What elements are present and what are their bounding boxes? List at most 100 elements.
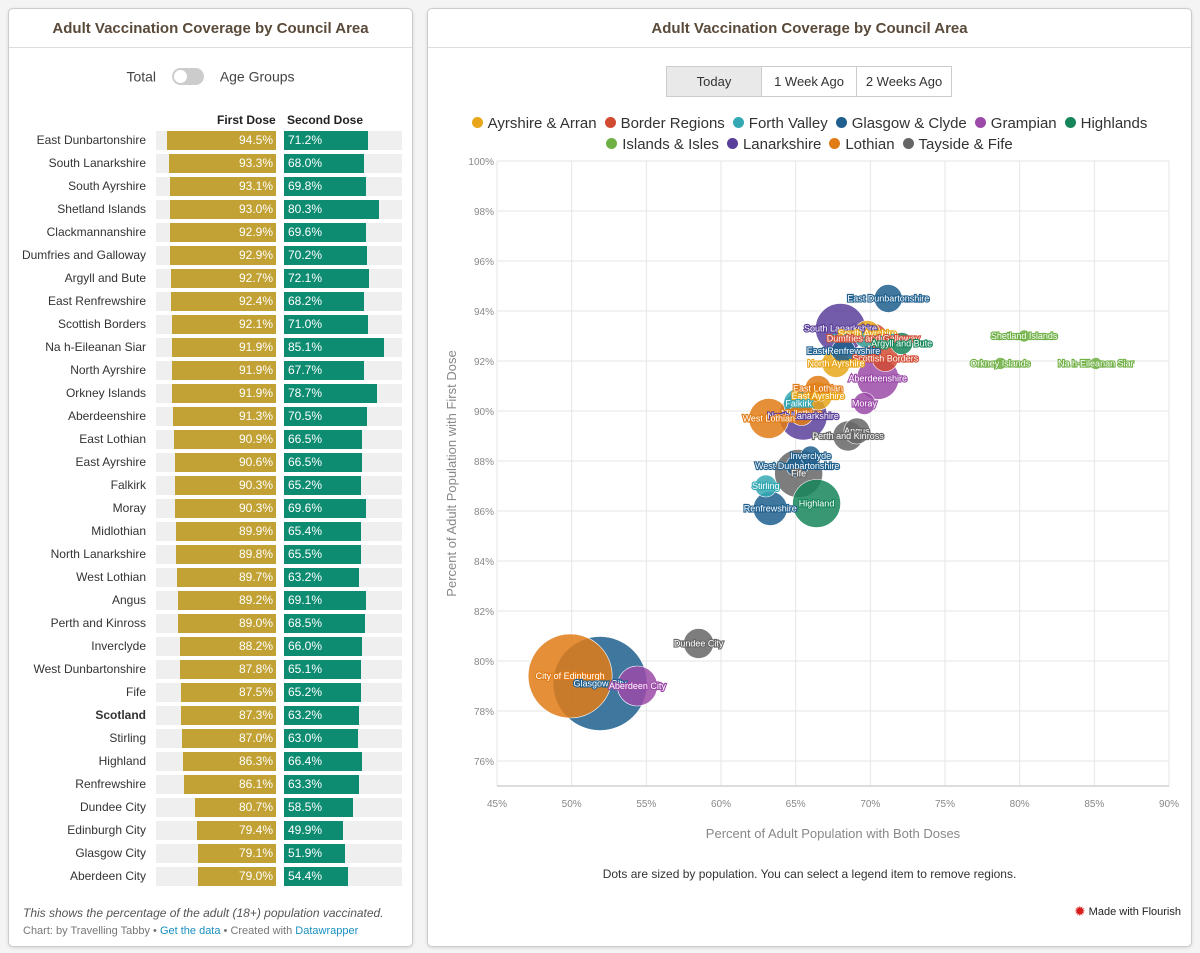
x-tick-label: 50% [562, 799, 582, 810]
second-dose-header: Second Dose [287, 113, 364, 127]
bar-row: Stirling 87.0% 63.0% [9, 727, 412, 750]
credit-mid: • Created with [220, 925, 296, 937]
row-label: Clackmannanshire [46, 225, 146, 239]
second-dose-bar [284, 683, 361, 702]
first-dose-value: 91.9% [238, 386, 273, 400]
point-label: Orkney Islands [970, 359, 1031, 369]
second-dose-value: 66.0% [288, 639, 323, 653]
row-label: Inverclyde [91, 639, 146, 653]
point-label: Na h-Eileanan Siar [1058, 359, 1134, 369]
bar-row: Highland 86.3% 66.4% [9, 750, 412, 773]
y-tick-label: 82% [474, 607, 494, 618]
first-dose-bar [197, 821, 276, 840]
legend-label: Highlands [1080, 115, 1148, 132]
scatter-plot: 45% 50% 55% 60% 65% 70% 75% 80% 85% 90% 76% 78% 80% 8… [444, 157, 1179, 841]
second-dose-bar [284, 729, 359, 748]
bar-row: North Ayrshire 91.9% 67.7% [9, 359, 412, 382]
row-label: Fife [125, 685, 146, 699]
first-dose-value: 92.7% [238, 271, 273, 285]
bar-row: Falkirk 90.3% 65.2% [9, 474, 412, 497]
data-point [527, 633, 613, 719]
bar-row: Na h-Eileanan Siar 91.9% 85.1% [9, 336, 412, 359]
legend-item[interactable]: Lanarkshire [726, 136, 822, 153]
second-dose-bar [284, 407, 368, 426]
x-tick-label: 75% [935, 799, 955, 810]
first-dose-value: 87.5% [238, 685, 273, 699]
second-dose-value: 66.4% [288, 754, 323, 768]
row-label: Aberdeenshire [67, 409, 146, 423]
first-dose-value: 86.1% [238, 777, 273, 791]
data-point [804, 375, 832, 402]
first-dose-bar [167, 131, 276, 150]
row-label: Highland [98, 754, 146, 768]
y-tick-label: 76% [474, 757, 494, 768]
second-dose-bar [284, 361, 364, 380]
y-tick-label: 86% [474, 507, 494, 518]
toggle-switch[interactable] [171, 67, 204, 85]
legend-item[interactable]: Grampian [974, 115, 1057, 132]
legend-label: Lanarkshire [742, 136, 822, 153]
second-dose-value: 85.1% [288, 340, 323, 354]
legend-dot-icon [471, 117, 483, 128]
y-tick-label: 100% [468, 157, 494, 168]
first-dose-bar [179, 637, 276, 656]
tab-today[interactable]: Today [667, 67, 762, 96]
row-label: Scottish Borders [57, 317, 146, 331]
point-label: South Lanarkshire [804, 324, 877, 334]
datawrapper-link[interactable]: Datawrapper [295, 925, 359, 937]
second-dose-bar [284, 292, 365, 311]
bar-row: Clackmannanshire 92.9% 69.6% [9, 221, 412, 244]
legend-item[interactable]: Islands & Isles [606, 136, 719, 153]
second-dose-value: 66.5% [288, 432, 323, 446]
data-point [754, 474, 778, 498]
legend-item[interactable]: Border Regions [604, 115, 725, 132]
point-label: Renfrewshire [744, 504, 797, 514]
legend-label: Tayside & Fife [918, 136, 1013, 153]
point-label: East Lothian [793, 384, 843, 394]
tab-2-weeks-ago[interactable]: 2 Weeks Ago [865, 74, 943, 89]
second-dose-value: 68.5% [288, 616, 323, 630]
first-dose-bar [172, 361, 276, 380]
second-dose-bar [284, 752, 363, 771]
second-dose-value: 71.0% [288, 317, 323, 331]
legend-item[interactable]: Ayrshire & Arran [471, 115, 597, 132]
row-label: Na h-Eileanan Siar [45, 340, 146, 354]
second-dose-value: 65.1% [288, 662, 323, 676]
credits: Chart: by Travelling Tabby • Get the dat… [23, 925, 358, 937]
row-label: East Ayrshire [75, 455, 146, 469]
point-label: East Ayrshire [792, 391, 845, 401]
legend-label: Grampian [990, 115, 1057, 132]
legend-item[interactable]: Glasgow & Clyde [835, 115, 967, 132]
first-dose-bar [172, 338, 276, 357]
bar-row: Aberdeen City 79.0% 54.4% [9, 865, 412, 888]
point-label: Midlothian [781, 409, 822, 419]
data-point [831, 338, 856, 364]
first-dose-value: 90.6% [238, 455, 273, 469]
y-tick-label: 90% [474, 407, 494, 418]
second-dose-value: 63.2% [288, 570, 323, 584]
bar-row: Aberdeenshire 91.3% 70.5% [9, 405, 412, 428]
row-label: Perth and Kinross [50, 616, 146, 630]
legend-dot-icon [732, 117, 744, 128]
first-dose-value: 79.0% [238, 869, 273, 883]
legend-item[interactable]: Lothian [829, 136, 895, 153]
first-dose-value: 80.7% [238, 800, 273, 814]
bar-row: North Lanarkshire 89.8% 65.5% [9, 543, 412, 566]
bar-row: Midlothian 89.9% 65.4% [9, 520, 412, 543]
legend-item[interactable]: Forth Valley [732, 115, 828, 132]
view-toggle: Total Age Groups [9, 67, 412, 85]
y-axis-title: Percent of Adult Population with First D… [444, 350, 459, 596]
legend-dot-icon [606, 138, 618, 149]
second-dose-bar [284, 522, 362, 541]
point-label: Moray [852, 399, 878, 409]
second-dose-bar [284, 223, 367, 242]
legend-label: Forth Valley [748, 115, 828, 132]
flourish-credit[interactable]: ✹ Made with Flourish [1074, 903, 1181, 920]
get-data-link[interactable]: Get the data [159, 925, 221, 937]
tab-1-week-ago[interactable]: 1 Week Ago [762, 67, 857, 96]
first-dose-bar [176, 568, 276, 587]
second-dose-value: 69.1% [288, 593, 323, 607]
data-point [890, 332, 913, 355]
legend-item[interactable]: Tayside & Fife [902, 136, 1013, 153]
legend-item[interactable]: Highlands [1064, 115, 1148, 132]
